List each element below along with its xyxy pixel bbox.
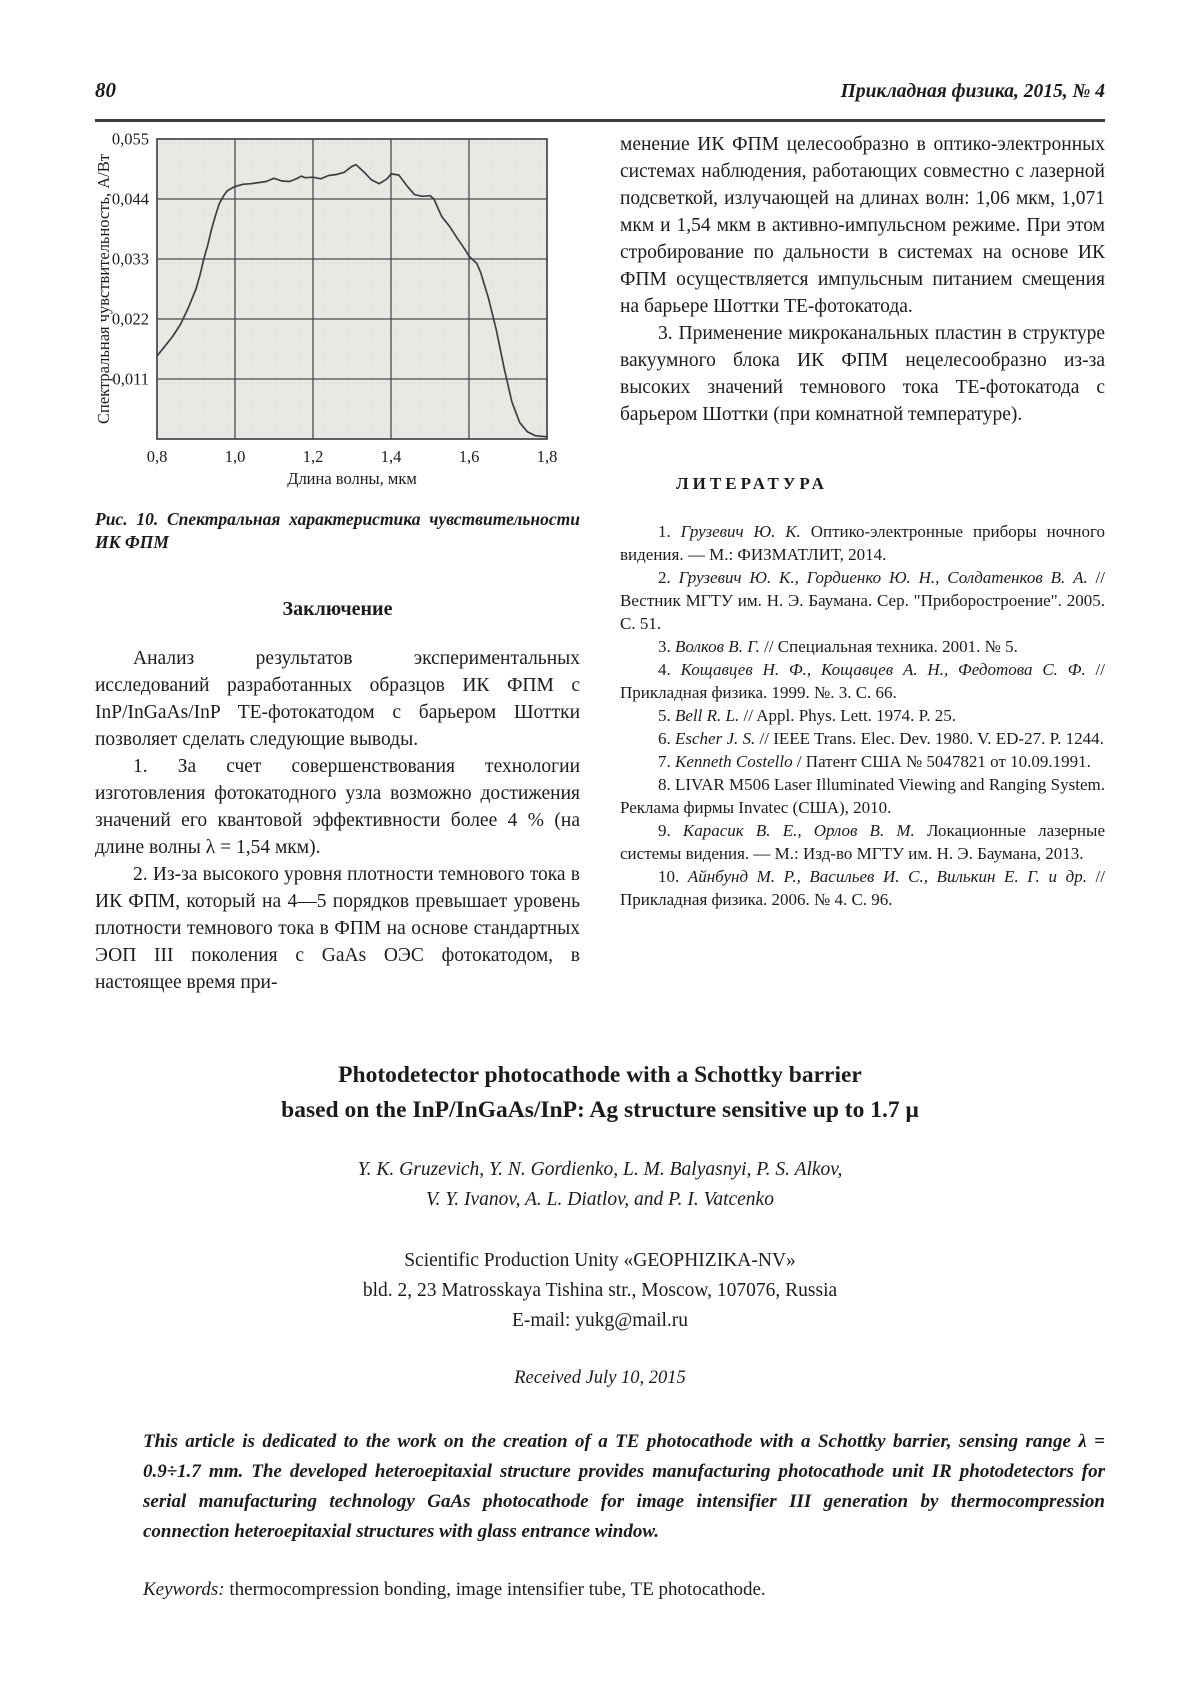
reference-item: 8. LIVAR M506 Laser Illuminated Viewing … (620, 773, 1105, 819)
english-authors: Y. K. Gruzevich, Y. N. Gordienko, L. M. … (95, 1155, 1105, 1215)
x-tick-label: 1,0 (225, 447, 246, 466)
reference-item: 3. Волков В. Г. // Специальная техника. … (620, 635, 1105, 658)
ref-number: 1. (658, 522, 671, 541)
y-tick-label: 0,011 (112, 370, 149, 389)
minor-grid (157, 139, 547, 439)
x-tick-label: 1,6 (459, 447, 480, 466)
affiliation-org: Scientific Production Unity «GEOPHIZIKA-… (404, 1250, 796, 1271)
reference-item: 5. Bell R. L. // Appl. Phys. Lett. 1974.… (620, 704, 1105, 727)
ref-text: LIVAR M506 Laser Illuminated Viewing and… (620, 775, 1105, 817)
x-tick-label: 1,8 (537, 447, 558, 466)
ref-text: // Вестник МГТУ им. Н. Э. Баумана. Сер. … (620, 568, 1105, 633)
plot-frame (156, 138, 548, 440)
ref-authors: Грузевич Ю. К. (670, 522, 801, 541)
ref-authors: Волков В. Г. (670, 637, 760, 656)
y-axis-label: Спектральная чувствительность, А/Вт (95, 154, 113, 424)
ref-text: Локационные лазерные системы видения. — … (620, 821, 1105, 863)
reference-item: 10. Айнбунд М. Р., Васильев И. С., Вильк… (620, 865, 1105, 911)
english-abstract-section: Photodetector photocathode with a Schott… (95, 1058, 1105, 1601)
literature-heading: ЛИТЕРАТУРА (676, 474, 828, 493)
ref-authors: Escher J. S. (670, 729, 756, 748)
conclusion-paragraph-1: Анализ результатов экспериментальных исс… (95, 648, 580, 750)
left-column: 0,011 0,022 0,033 0,044 0,055 0,8 1,0 1,2 1,4 1,6… (94, 130, 580, 996)
ref-text: / Патент США № 5047821 от 10.09.1991. (792, 752, 1091, 771)
english-affiliation: Scientific Production Unity «GEOPHIZIKA-… (95, 1246, 1105, 1336)
ref-number: 4. (658, 660, 671, 679)
ref-number: 3. (658, 637, 671, 656)
english-authors-line1: Y. K. Gruzevich, Y. N. Gordienko, L. M. … (357, 1159, 843, 1180)
english-title-line2: based on the InP/InGaAs/InP: Ag structur… (281, 1097, 919, 1123)
keywords-text: thermocompression bonding, image intensi… (224, 1579, 766, 1600)
conclusion-heading: Заключение (282, 598, 393, 620)
affiliation-email: E-mail: yukg@mail.ru (511, 1310, 689, 1331)
ref-number: 6. (658, 729, 671, 748)
english-authors-line2: V. Y. Ivanov, A. L. Diatlov, and P. I. V… (426, 1189, 774, 1210)
x-tick-label: 1,2 (303, 447, 324, 466)
ref-authors: Карасик В. Е., Орлов В. М. (670, 821, 915, 840)
spectral-sensitivity-chart: 0,011 0,022 0,033 0,044 0,055 0,8 1,0 1,2 1,4 1,6… (94, 130, 580, 494)
two-column-body: 0,011 0,022 0,033 0,044 0,055 0,8 1,0 1,2 1,4 1,6… (94, 130, 1105, 996)
english-title-line1: Photodetector photocathode with a Schott… (338, 1062, 862, 1088)
body-paragraph-item3: 3. Применение микроканальных пластин в с… (620, 323, 1105, 425)
x-tick-label: 0,8 (147, 447, 168, 466)
english-title: Photodetector photocathode with a Schott… (95, 1058, 1105, 1128)
ref-text: // IEEE Trans. Elec. Dev. 1980. V. ED-27… (755, 729, 1104, 748)
ref-text: Оптико-электронные приборы ночного виден… (620, 522, 1105, 564)
conclusion-paragraph-2: 1. За счет совершенствования технологии … (95, 756, 580, 858)
page-number: 80 (95, 78, 116, 102)
x-axis-label: Длина волны, мкм (287, 469, 417, 488)
ref-number: 8. (658, 775, 671, 794)
page-header: 80 Прикладная физика, 2015, № 4 (95, 78, 1105, 122)
ref-authors: Айнбунд М. Р., Васильев И. С., Вилькин Е… (679, 867, 1087, 886)
ref-text: // Прикладная физика. 2006. № 4. С. 96. (620, 867, 1106, 909)
ref-authors: Bell R. L. (670, 706, 740, 725)
reference-item: 7. Kenneth Costello / Патент США № 50478… (620, 750, 1105, 773)
conclusion-paragraph-3: 2. Из-за высокого уровня плотности темно… (95, 864, 580, 993)
ref-number: 7. (658, 752, 671, 771)
ref-text: // Appl. Phys. Lett. 1974. P. 25. (739, 706, 956, 725)
y-tick-label: 0,044 (112, 190, 149, 209)
ref-authors: Кощавцев Н. Ф., Кощавцев А. Н., Федотова… (670, 660, 1086, 679)
right-column: менение ИК ФПМ целесообразно в оптико-эл… (620, 131, 1105, 996)
ref-text: // Специальная техника. 2001. № 5. (759, 637, 1018, 656)
sensitivity-curve (156, 163, 548, 438)
y-tick-label: 0,033 (112, 250, 149, 269)
journal-title: Прикладная физика, 2015, № 4 (840, 81, 1105, 102)
figure-caption: Рис. 10. Спектральная характеристика чув… (95, 509, 580, 552)
reference-item: 4. Кощавцев Н. Ф., Кощавцев А. Н., Федот… (620, 658, 1105, 704)
body-paragraph-continuation: менение ИК ФПМ целесообразно в оптико-эл… (620, 134, 1105, 317)
english-abstract: This article is dedicated to the work on… (143, 1431, 1105, 1542)
ref-number: 9. (658, 821, 671, 840)
ref-authors: Kenneth Costello (670, 752, 793, 771)
y-tick-label: 0,022 (112, 310, 149, 329)
reference-item: 9. Карасик В. Е., Орлов В. М. Локационны… (620, 819, 1105, 865)
ref-number: 10. (658, 867, 680, 886)
received-date: Received July 10, 2015 (514, 1368, 686, 1388)
keywords-label: Keywords: (143, 1579, 225, 1600)
ref-number: 2. (658, 568, 671, 587)
reference-item: 6. Escher J. S. // IEEE Trans. Elec. Dev… (620, 727, 1105, 750)
affiliation-address: bld. 2, 23 Matrosskaya Tishina str., Mos… (362, 1280, 838, 1301)
ref-number: 5. (658, 706, 671, 725)
reference-item: 2. Грузевич Ю. К., Гордиенко Ю. Н., Солд… (620, 566, 1105, 635)
reference-item: 1. Грузевич Ю. К. Оптико-электронные при… (620, 520, 1105, 566)
keywords-line: Keywords: thermocompression bonding, ima… (143, 1579, 1105, 1601)
line-chart: 0,011 0,022 0,033 0,044 0,055 0,8 1,0 1,2 1,4 1,6… (94, 130, 558, 489)
ref-authors: Грузевич Ю. К., Гордиенко Ю. Н., Солдате… (670, 568, 1088, 587)
x-tick-label: 1,4 (381, 447, 402, 466)
ref-text: // Прикладная физика. 1999. №. 3. С. 66. (620, 660, 1105, 702)
y-tick-label: 0,055 (112, 131, 149, 149)
